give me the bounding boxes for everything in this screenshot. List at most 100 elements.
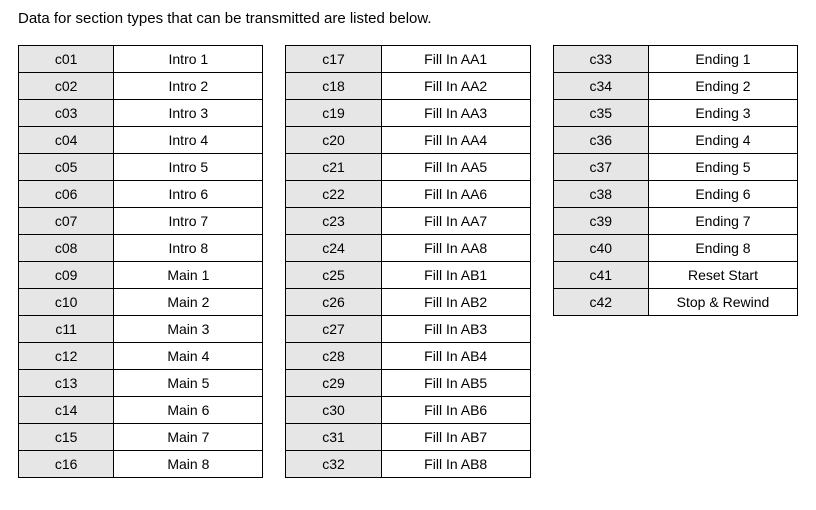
code-cell: c13 <box>19 370 114 397</box>
label-cell: Intro 6 <box>114 181 263 208</box>
label-cell: Fill In AB2 <box>381 289 530 316</box>
table-row: c17Fill In AA1 <box>286 46 530 73</box>
table-row: c39Ending 7 <box>553 208 797 235</box>
table-row: c07Intro 7 <box>19 208 263 235</box>
label-cell: Main 1 <box>114 262 263 289</box>
table-row: c26Fill In AB2 <box>286 289 530 316</box>
label-cell: Reset Start <box>648 262 797 289</box>
code-cell: c26 <box>286 289 381 316</box>
code-cell: c33 <box>553 46 648 73</box>
table-row: c11Main 3 <box>19 316 263 343</box>
label-cell: Main 7 <box>114 424 263 451</box>
label-cell: Fill In AA4 <box>381 127 530 154</box>
code-cell: c24 <box>286 235 381 262</box>
label-cell: Intro 4 <box>114 127 263 154</box>
code-cell: c08 <box>19 235 114 262</box>
code-cell: c09 <box>19 262 114 289</box>
label-cell: Fill In AB8 <box>381 451 530 478</box>
table-row: c30Fill In AB6 <box>286 397 530 424</box>
code-cell: c31 <box>286 424 381 451</box>
code-cell: c25 <box>286 262 381 289</box>
label-cell: Fill In AA8 <box>381 235 530 262</box>
table-row: c03Intro 3 <box>19 100 263 127</box>
label-cell: Ending 1 <box>648 46 797 73</box>
table-row: c38Ending 6 <box>553 181 797 208</box>
label-cell: Fill In AB5 <box>381 370 530 397</box>
code-cell: c05 <box>19 154 114 181</box>
table-row: c08Intro 8 <box>19 235 263 262</box>
code-cell: c32 <box>286 451 381 478</box>
label-cell: Intro 5 <box>114 154 263 181</box>
label-cell: Ending 3 <box>648 100 797 127</box>
label-cell: Intro 8 <box>114 235 263 262</box>
label-cell: Intro 1 <box>114 46 263 73</box>
table-row: c37Ending 5 <box>553 154 797 181</box>
label-cell: Ending 6 <box>648 181 797 208</box>
code-cell: c20 <box>286 127 381 154</box>
code-cell: c11 <box>19 316 114 343</box>
table-row: c28Fill In AB4 <box>286 343 530 370</box>
code-cell: c34 <box>553 73 648 100</box>
label-cell: Main 4 <box>114 343 263 370</box>
table-row: c25Fill In AB1 <box>286 262 530 289</box>
label-cell: Fill In AB7 <box>381 424 530 451</box>
table-row: c34Ending 2 <box>553 73 797 100</box>
label-cell: Stop & Rewind <box>648 289 797 316</box>
label-cell: Fill In AA6 <box>381 181 530 208</box>
code-cell: c42 <box>553 289 648 316</box>
code-cell: c27 <box>286 316 381 343</box>
code-cell: c38 <box>553 181 648 208</box>
label-cell: Intro 3 <box>114 100 263 127</box>
label-cell: Fill In AA5 <box>381 154 530 181</box>
label-cell: Fill In AB3 <box>381 316 530 343</box>
label-cell: Fill In AA7 <box>381 208 530 235</box>
section-table-3: c33Ending 1 c34Ending 2 c35Ending 3 c36E… <box>553 45 798 316</box>
label-cell: Fill In AB4 <box>381 343 530 370</box>
table-row: c36Ending 4 <box>553 127 797 154</box>
table-row: c15Main 7 <box>19 424 263 451</box>
table-row: c35Ending 3 <box>553 100 797 127</box>
table-row: c02Intro 2 <box>19 73 263 100</box>
table-row: c29Fill In AB5 <box>286 370 530 397</box>
table-row: c05Intro 5 <box>19 154 263 181</box>
code-cell: c12 <box>19 343 114 370</box>
table-row: c16Main 8 <box>19 451 263 478</box>
intro-text: Data for section types that can be trans… <box>18 10 798 27</box>
table-row: c40Ending 8 <box>553 235 797 262</box>
code-cell: c04 <box>19 127 114 154</box>
label-cell: Intro 2 <box>114 73 263 100</box>
table-row: c31Fill In AB7 <box>286 424 530 451</box>
code-cell: c14 <box>19 397 114 424</box>
section-table-2: c17Fill In AA1 c18Fill In AA2 c19Fill In… <box>285 45 530 478</box>
table-row: c10Main 2 <box>19 289 263 316</box>
code-cell: c35 <box>553 100 648 127</box>
table-row: c04Intro 4 <box>19 127 263 154</box>
table-row: c23Fill In AA7 <box>286 208 530 235</box>
table-row: c42Stop & Rewind <box>553 289 797 316</box>
tables-container: c01Intro 1 c02Intro 2 c03Intro 3 c04Intr… <box>18 45 798 478</box>
code-cell: c03 <box>19 100 114 127</box>
label-cell: Ending 7 <box>648 208 797 235</box>
label-cell: Ending 4 <box>648 127 797 154</box>
code-cell: c37 <box>553 154 648 181</box>
code-cell: c28 <box>286 343 381 370</box>
label-cell: Ending 8 <box>648 235 797 262</box>
table-row: c09Main 1 <box>19 262 263 289</box>
label-cell: Ending 5 <box>648 154 797 181</box>
table-row: c12Main 4 <box>19 343 263 370</box>
label-cell: Intro 7 <box>114 208 263 235</box>
code-cell: c19 <box>286 100 381 127</box>
label-cell: Main 5 <box>114 370 263 397</box>
code-cell: c17 <box>286 46 381 73</box>
label-cell: Main 6 <box>114 397 263 424</box>
table-row: c13Main 5 <box>19 370 263 397</box>
table-row: c19Fill In AA3 <box>286 100 530 127</box>
table-row: c18Fill In AA2 <box>286 73 530 100</box>
table-row: c32Fill In AB8 <box>286 451 530 478</box>
code-cell: c41 <box>553 262 648 289</box>
code-cell: c15 <box>19 424 114 451</box>
table-row: c01Intro 1 <box>19 46 263 73</box>
table-row: c06Intro 6 <box>19 181 263 208</box>
code-cell: c07 <box>19 208 114 235</box>
code-cell: c40 <box>553 235 648 262</box>
